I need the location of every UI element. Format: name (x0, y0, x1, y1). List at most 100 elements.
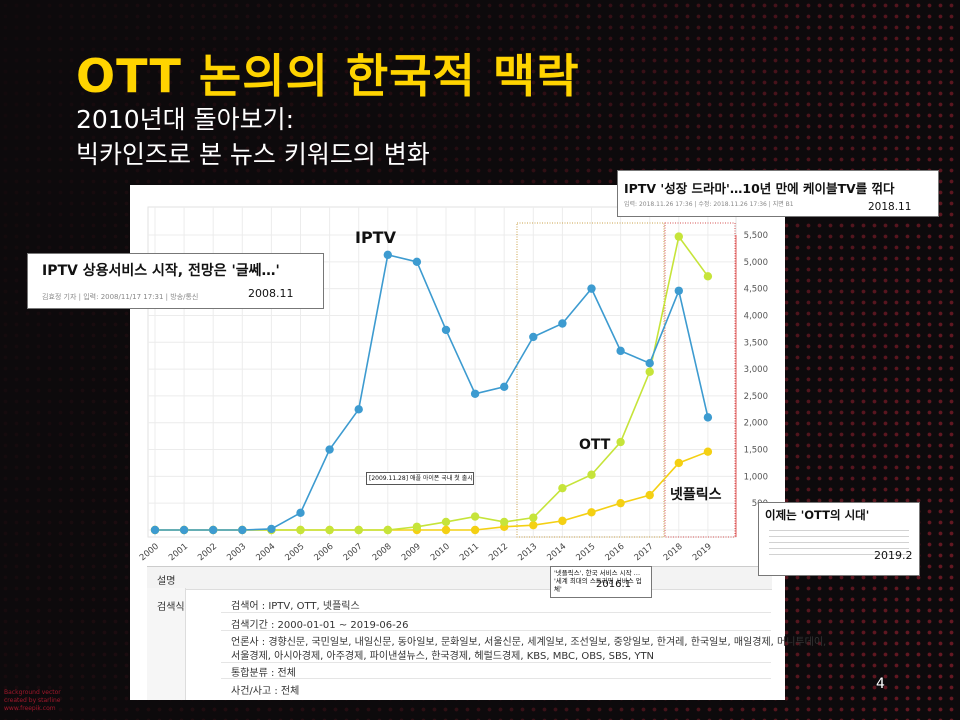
info-divider (221, 662, 771, 663)
data-point (587, 508, 596, 517)
y-tick-label: 5,500 (744, 231, 768, 241)
series-line-0 (155, 253, 709, 531)
x-tick-label: 2010 (429, 542, 452, 564)
data-point (470, 389, 480, 398)
y-tick-label: 2,000 (744, 419, 768, 429)
data-point (296, 525, 305, 535)
news-clip-netflix-2016: '넷플릭스', 한국 서비스 시작 … '세계 최대의 스트리밍 서비스 업체'… (550, 566, 652, 598)
y-tick-label: 1,000 (744, 472, 768, 482)
clip-date: 2019.2 (874, 549, 913, 562)
data-point (529, 332, 538, 342)
data-point (209, 525, 218, 535)
data-point (587, 470, 596, 479)
data-point (441, 517, 451, 527)
data-point (674, 232, 683, 241)
data-point (238, 525, 247, 535)
x-tick-label: 2013 (516, 542, 539, 564)
news-clip-ott-2019: 이제는 'OTT의 시대' 2019.2 (758, 502, 920, 576)
clip-date: 2016.1 (596, 579, 631, 590)
info-period: 검색기간 : 2000-01-01 ~ 2019-06-26 (231, 620, 409, 631)
info-media-line2: 서울경제, 아시아경제, 아주경제, 파이낸셜뉴스, 한국경제, 헤럴드경제, … (231, 651, 655, 662)
data-point (470, 525, 480, 535)
data-point (674, 458, 683, 468)
y-tick-label: 1,500 (744, 446, 768, 456)
x-tick-label: 2008 (371, 542, 394, 564)
series-label-netflix: 넷플릭스 (670, 486, 722, 503)
page-number: 4 (876, 676, 885, 692)
data-point (558, 319, 567, 328)
data-point (325, 525, 334, 535)
data-point (616, 346, 625, 356)
data-point (354, 405, 363, 414)
data-point (412, 257, 422, 267)
search-info-table: 설명 검색식 검색어 : IPTV, OTT, 넷플릭스 검색기간 : 2000… (147, 566, 826, 700)
info-query: 검색어 : IPTV, OTT, 넷플릭스 (231, 601, 360, 612)
clip-body-text-lines (769, 525, 909, 559)
data-point (441, 525, 451, 535)
info-media-line1: 언론사 : 경향신문, 국민일보, 내일신문, 동아일보, 문화일보, 서울신문… (231, 637, 827, 648)
clip-headline: IPTV 상용서비스 시작, 전망은 '글쎄…' (42, 263, 280, 279)
news-keyword-line-chart: 05001,0001,5002,0002,5003,0003,5004,0004… (138, 206, 768, 564)
x-tick-label: 2004 (254, 542, 277, 564)
data-point (616, 437, 625, 447)
clip-date: 2008.11 (248, 287, 294, 300)
data-point (645, 367, 654, 376)
x-tick-label: 2001 (167, 542, 190, 564)
x-tick-label: 2007 (342, 542, 365, 564)
iphone-launch-annotation: [2009.11.28] 애플 아이폰 국내 첫 출시 (366, 472, 474, 485)
info-divider (221, 678, 771, 679)
data-point (325, 445, 334, 454)
info-category: 통합분류 : 전체 (231, 668, 296, 679)
data-point (150, 525, 160, 535)
data-point (645, 358, 654, 368)
slide-subtitle-line1: 2010년대 돌아보기: (76, 105, 294, 134)
data-point (412, 522, 422, 531)
data-point (529, 513, 538, 522)
series-label-iptv: IPTV (355, 228, 397, 247)
x-tick-label: 2016 (604, 542, 627, 564)
data-point (267, 524, 276, 534)
x-tick-label: 2019 (691, 542, 714, 564)
data-point (354, 525, 363, 535)
x-tick-label: 2017 (633, 542, 656, 564)
clip-headline: IPTV '성장 드라마'…10년 만에 케이블TV를 꺾다 (624, 181, 895, 196)
data-point (558, 516, 567, 526)
data-point (500, 382, 509, 391)
data-point (383, 525, 392, 535)
data-point (470, 512, 480, 521)
data-point (703, 413, 713, 422)
x-tick-label: 2011 (458, 542, 481, 564)
info-divider (221, 630, 771, 631)
series-label-ott: OTT (579, 437, 611, 453)
x-tick-label: 2015 (574, 542, 597, 564)
x-tick-label: 2012 (487, 542, 510, 564)
data-point (383, 250, 392, 260)
data-point (645, 490, 654, 500)
x-tick-label: 2009 (400, 542, 423, 564)
info-label-column: 검색식 (147, 588, 186, 700)
data-point (179, 525, 189, 535)
info-header: 설명 (157, 576, 176, 587)
background-credit: Background vector created by starline ww… (4, 689, 61, 712)
data-point (616, 498, 625, 508)
y-tick-label: 2,500 (744, 392, 768, 402)
x-tick-label: 2000 (138, 542, 161, 564)
data-point (587, 284, 596, 293)
data-point (296, 508, 305, 518)
info-label: 검색식 (157, 602, 185, 613)
data-point (703, 447, 713, 456)
x-tick-label: 2006 (313, 542, 336, 564)
data-point (703, 272, 713, 281)
series-line-2 (155, 450, 709, 531)
data-point (529, 520, 538, 530)
y-tick-label: 3,000 (744, 365, 768, 375)
info-incident: 사건/사고 : 전체 (231, 686, 300, 697)
x-tick-label: 2018 (662, 542, 685, 564)
clip-date: 2018.11 (868, 201, 912, 213)
slide-title: OTT 논의의 한국적 맥락 (76, 49, 580, 103)
netflix-period-highlight (664, 222, 736, 538)
clip-meta: 입력: 2018.11.26 17:36 | 수정: 2018.11.26 17… (624, 201, 794, 208)
x-tick-label: 2005 (283, 542, 306, 564)
x-tick-label: 2002 (196, 542, 219, 564)
clip-meta: 김효정 기자 | 입력: 2008/11/17 17:31 | 방송/통신 (42, 293, 199, 301)
